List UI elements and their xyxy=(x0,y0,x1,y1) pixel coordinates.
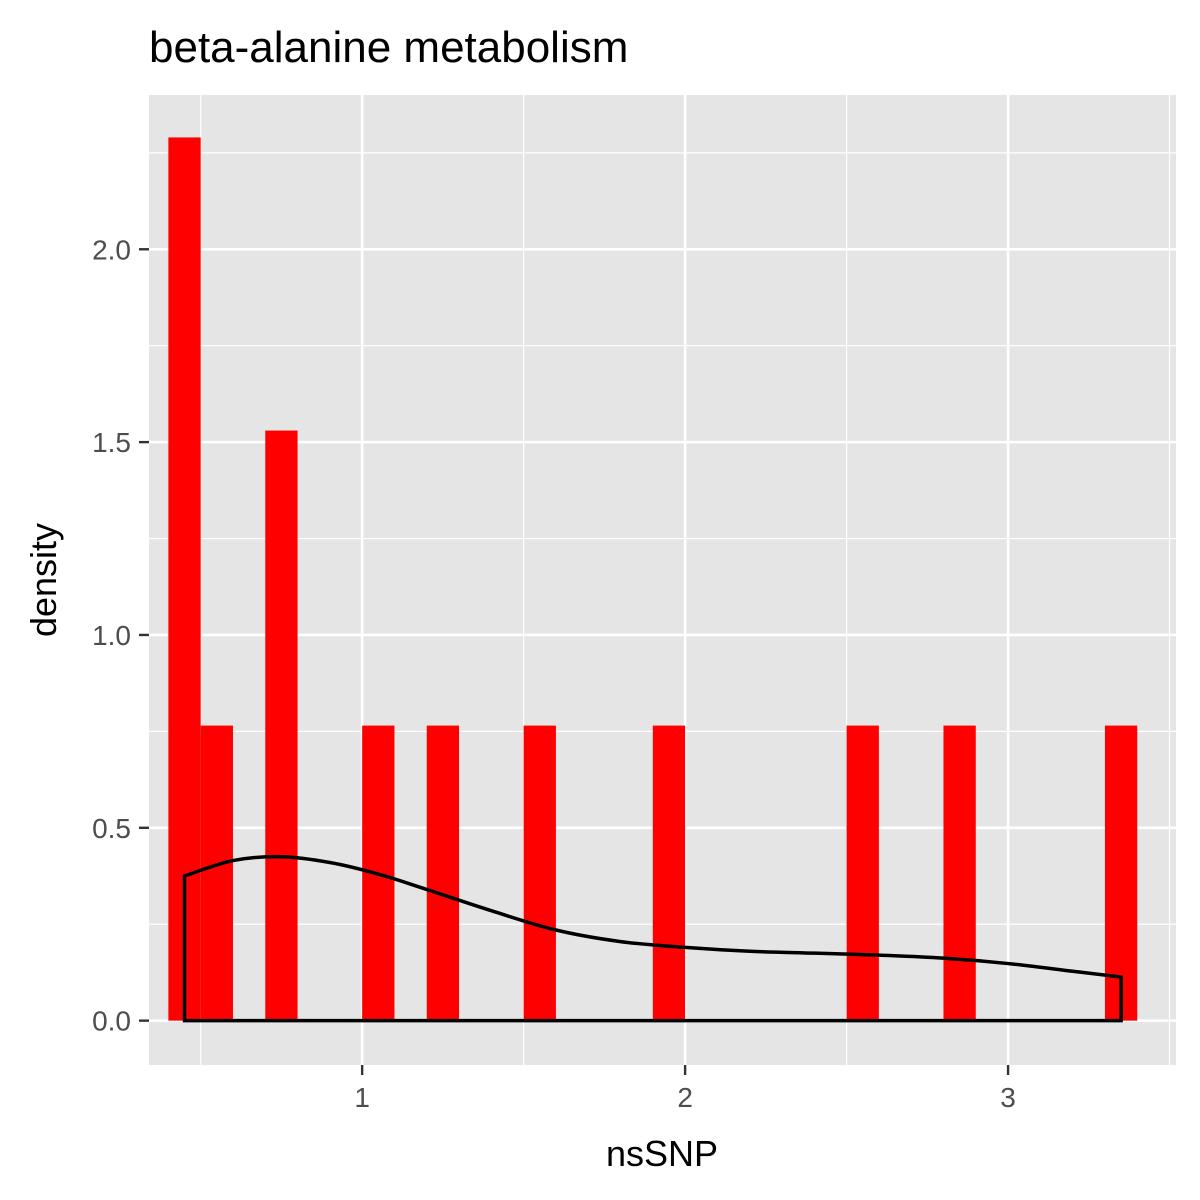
density-curve xyxy=(182,854,1123,1023)
y-tick-label: 1.5 xyxy=(92,427,131,458)
y-axis: 0.0 0.5 1.0 1.5 2.0 xyxy=(92,234,149,1037)
y-tick-label: 1.0 xyxy=(92,620,131,651)
histogram-bar xyxy=(943,725,976,1021)
histogram-bar xyxy=(523,725,556,1021)
x-tick-label: 2 xyxy=(677,1082,693,1113)
x-axis: 1 2 3 xyxy=(354,1065,1016,1113)
histogram-bar xyxy=(846,725,879,1021)
histogram-bar xyxy=(200,725,233,1021)
histogram-bar xyxy=(265,430,298,1021)
y-tick-label: 0.5 xyxy=(92,813,131,844)
x-tick-label: 1 xyxy=(354,1082,370,1113)
histogram-bar xyxy=(1104,725,1138,1021)
y-axis-title: density xyxy=(23,523,64,637)
chart-title: beta-alanine metabolism xyxy=(149,23,628,72)
x-tick-label: 3 xyxy=(1000,1082,1016,1113)
y-tick-label: 0.0 xyxy=(92,1006,131,1037)
y-tick-label: 2.0 xyxy=(92,234,131,265)
x-axis-title: nsSNP xyxy=(606,1133,718,1174)
histogram-bar xyxy=(426,725,460,1021)
histogram-bar xyxy=(652,725,686,1021)
